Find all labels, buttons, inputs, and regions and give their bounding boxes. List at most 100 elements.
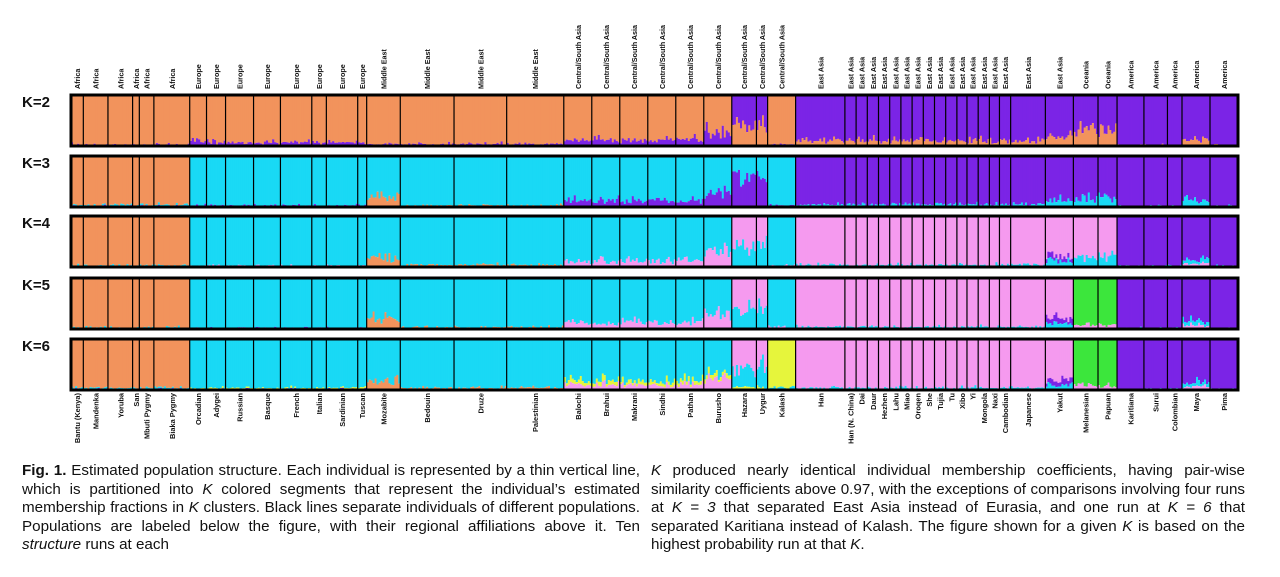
membership-segment: [848, 216, 851, 266]
membership-segment: [711, 316, 715, 329]
membership-segment: [762, 241, 765, 267]
membership-segment: [200, 95, 203, 143]
membership-segment: [384, 216, 387, 254]
membership-segment: [831, 140, 834, 146]
membership-segment: [617, 95, 621, 143]
membership-segment: [388, 278, 391, 317]
membership-segment: [659, 156, 663, 201]
membership-segment: [793, 216, 797, 265]
membership-segment: [629, 142, 633, 146]
membership-segment: [472, 216, 475, 265]
membership-segment: [89, 95, 92, 145]
membership-segment: [919, 216, 922, 265]
membership-segment: [342, 156, 345, 207]
membership-segment: [801, 216, 804, 266]
membership-segment: [494, 216, 497, 266]
membership-segment: [889, 263, 892, 267]
membership-segment: [846, 156, 850, 204]
membership-segment: [179, 278, 183, 328]
membership-segment: [221, 278, 225, 328]
membership-segment: [1163, 156, 1166, 207]
membership-segment: [1045, 139, 1048, 146]
membership-segment: [372, 255, 375, 267]
membership-segment: [685, 322, 689, 329]
membership-segment: [124, 95, 127, 145]
membership-segment: [122, 278, 125, 328]
membership-segment: [723, 278, 727, 318]
membership-segment: [153, 216, 157, 265]
membership-segment: [1061, 216, 1064, 260]
membership-segment: [805, 137, 808, 146]
membership-segment: [187, 156, 191, 205]
membership-segment: [128, 204, 131, 206]
membership-segment: [324, 95, 327, 143]
membership-segment: [298, 278, 301, 329]
membership-segment: [703, 130, 707, 146]
membership-segment: [947, 140, 950, 146]
membership-segment: [227, 141, 230, 146]
membership-segment: [504, 156, 508, 206]
membership-segment: [607, 156, 611, 199]
membership-segment: [607, 321, 611, 329]
membership-segment: [342, 278, 345, 329]
membership-segment: [534, 278, 537, 327]
membership-segment: [683, 156, 687, 203]
membership-segment: [871, 325, 874, 329]
membership-segment: [261, 278, 265, 329]
membership-segment: [155, 278, 159, 328]
membership-segment: [484, 142, 487, 146]
membership-segment: [1113, 196, 1116, 207]
membership-segment: [450, 95, 453, 146]
membership-segment: [739, 156, 743, 187]
membership-segment: [711, 278, 715, 317]
membership-segment: [805, 278, 808, 328]
membership-segment: [270, 278, 273, 329]
membership-segment: [544, 156, 547, 206]
membership-segment: [605, 156, 609, 202]
membership-segment: [120, 156, 123, 204]
membership-segment: [619, 216, 623, 260]
membership-segment: [1228, 156, 1231, 205]
membership-segment: [149, 216, 153, 266]
membership-segment: [748, 95, 751, 126]
membership-segment: [438, 95, 441, 145]
membership-segment: [542, 95, 545, 145]
membership-segment: [120, 278, 123, 328]
membership-segment: [247, 216, 250, 267]
membership-segment: [667, 256, 671, 267]
membership-segment: [328, 278, 331, 329]
membership-segment: [897, 216, 900, 263]
membership-segment: [253, 156, 257, 204]
membership-segment: [621, 138, 625, 146]
membership-segment: [305, 156, 309, 206]
membership-segment: [799, 216, 802, 264]
membership-segment: [347, 216, 351, 266]
membership-segment: [406, 95, 409, 145]
membership-segment: [549, 95, 553, 144]
membership-segment: [993, 95, 996, 143]
membership-segment: [621, 201, 625, 207]
membership-segment: [286, 278, 289, 328]
membership-segment: [1061, 136, 1064, 146]
membership-segment: [145, 216, 149, 265]
membership-segment: [575, 278, 579, 325]
membership-segment: [1196, 261, 1199, 264]
membership-segment: [332, 141, 335, 146]
membership-segment: [1055, 258, 1058, 267]
membership-segment: [565, 156, 569, 202]
membership-segment: [1018, 140, 1022, 146]
membership-segment: [693, 216, 697, 260]
membership-segment: [940, 216, 943, 264]
membership-segment: [191, 95, 195, 138]
membership-segment: [623, 203, 627, 207]
membership-segment: [1006, 95, 1010, 144]
membership-segment: [1020, 95, 1024, 142]
membership-segment: [915, 216, 919, 265]
membership-segment: [81, 156, 84, 206]
membership-segment: [208, 156, 211, 206]
membership-segment: [1035, 263, 1038, 267]
membership-segment: [1026, 278, 1030, 328]
membership-segment: [486, 95, 489, 145]
membership-segment: [991, 95, 994, 144]
membership-segment: [707, 316, 711, 329]
